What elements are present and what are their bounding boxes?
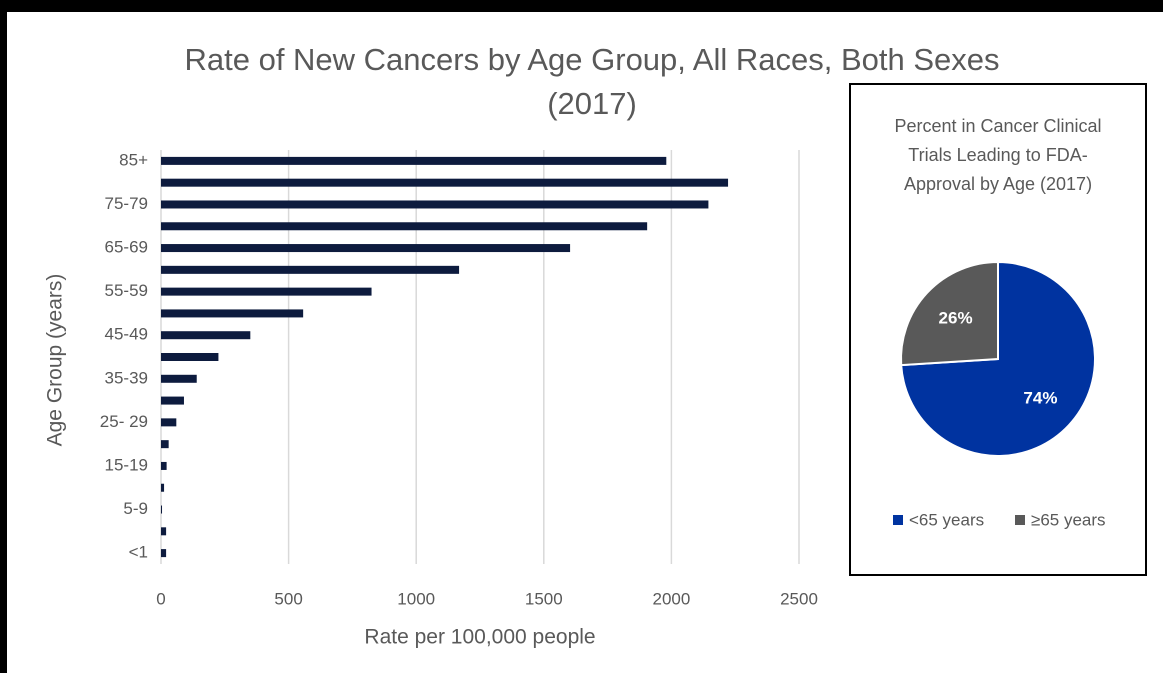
slice-label: 74% bbox=[1023, 388, 1057, 407]
x-tick-label: 500 bbox=[274, 589, 302, 608]
y-tick-label: 45-49 bbox=[105, 325, 148, 344]
y-tick-label: 65-69 bbox=[105, 238, 148, 257]
x-tick-label: 1500 bbox=[525, 589, 563, 608]
bar bbox=[161, 483, 165, 492]
bar bbox=[161, 200, 709, 209]
y-tick-label: <1 bbox=[129, 543, 148, 562]
x-axis-label: Rate per 100,000 people bbox=[364, 626, 595, 649]
bar bbox=[161, 549, 167, 558]
bar bbox=[161, 418, 177, 427]
bar bbox=[161, 331, 251, 340]
y-tick-label: 35-39 bbox=[105, 368, 148, 387]
y-tick-label: 15-19 bbox=[105, 455, 148, 474]
x-tick-label: 2000 bbox=[652, 589, 690, 608]
x-tick-label: 0 bbox=[156, 589, 165, 608]
frame-left bbox=[0, 0, 7, 673]
bar bbox=[161, 505, 163, 514]
frame-top bbox=[0, 0, 1163, 12]
pie-title: Percent in Cancer Clinical Trials Leadin… bbox=[894, 116, 1102, 194]
bar bbox=[161, 244, 571, 253]
bar bbox=[161, 287, 372, 296]
bar-title: Rate of New Cancers by Age Group, All Ra… bbox=[184, 42, 1000, 121]
pie-slice bbox=[900, 260, 999, 367]
y-tick-label: 75-79 bbox=[105, 194, 148, 213]
bar bbox=[161, 374, 197, 383]
bar bbox=[161, 461, 167, 470]
legend-swatch bbox=[893, 515, 903, 525]
bar bbox=[161, 178, 729, 187]
x-tick-label: 2500 bbox=[780, 589, 818, 608]
y-tick-label: 25- 29 bbox=[100, 412, 148, 431]
y-tick-label: 5-9 bbox=[123, 499, 148, 518]
bar bbox=[161, 396, 184, 405]
bar bbox=[161, 156, 667, 165]
y-axis-label: Age Group (years) bbox=[44, 274, 67, 447]
bar bbox=[161, 440, 169, 449]
bar bbox=[161, 265, 460, 274]
y-tick-label: 55-59 bbox=[105, 281, 148, 300]
y-tick-label: 85+ bbox=[119, 150, 148, 169]
legend-label: ≥65 years bbox=[1031, 510, 1106, 529]
legend-swatch bbox=[1015, 515, 1025, 525]
bar bbox=[161, 309, 304, 318]
slice-label: 26% bbox=[939, 309, 973, 328]
bar bbox=[161, 222, 648, 231]
bar bbox=[161, 353, 219, 361]
bar bbox=[161, 527, 167, 536]
x-tick-label: 1000 bbox=[397, 589, 435, 608]
legend-label: <65 years bbox=[909, 510, 984, 529]
